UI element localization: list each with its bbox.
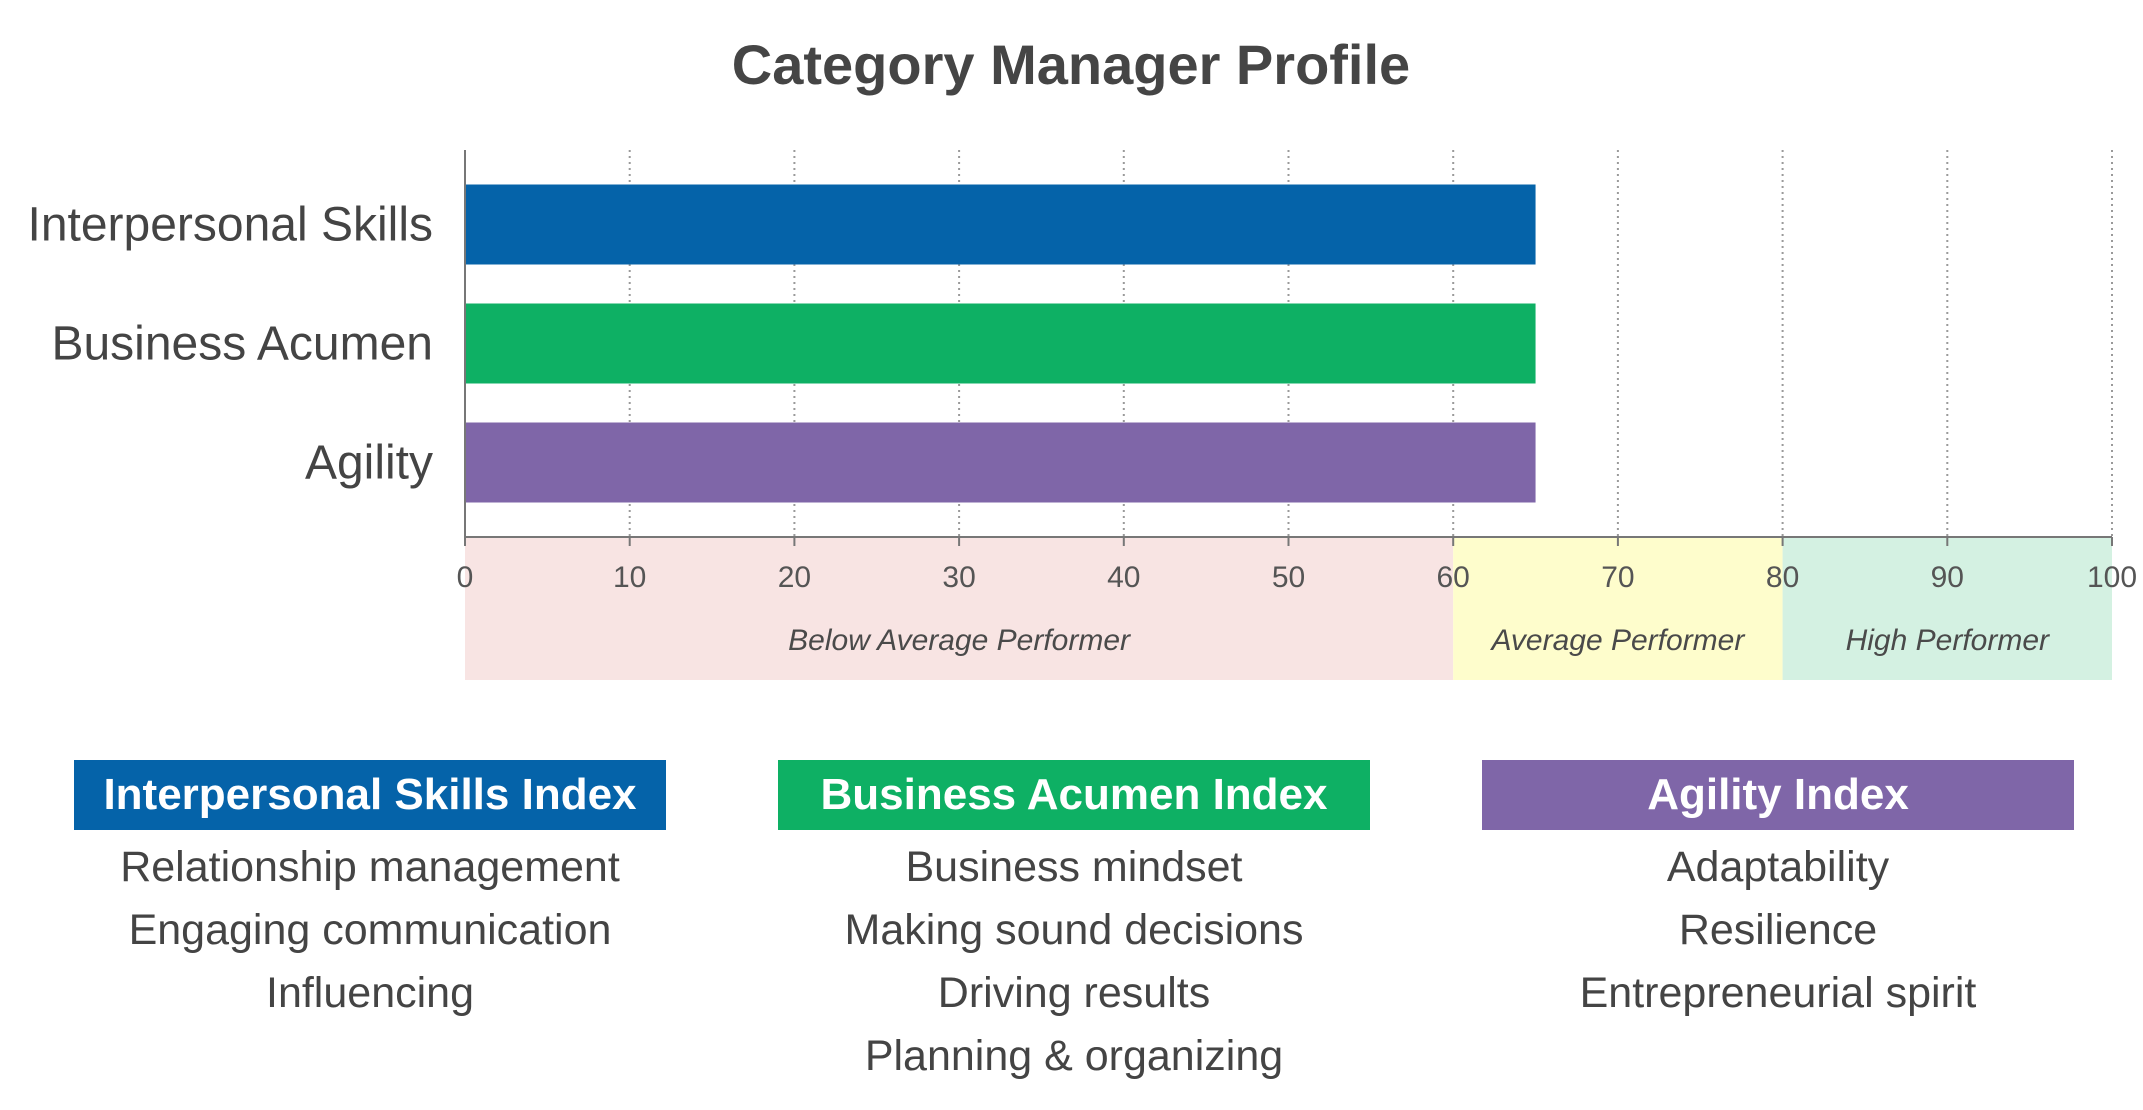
bars (465, 184, 1536, 503)
performance-bands: Below Average Performer Average Performer… (465, 537, 2112, 680)
category-label: Agility (305, 437, 433, 490)
legend-header: Business Acumen Index (778, 760, 1370, 830)
x-tick-label: 70 (1601, 561, 1634, 594)
chart-title: Category Manager Profile (732, 33, 1410, 96)
legend-item: Adaptability (1666, 843, 1890, 891)
band-label: High Performer (1846, 624, 2050, 657)
category-label: Interpersonal Skills (27, 199, 433, 252)
labels: Interpersonal Skills Business Acumen Agili… (27, 199, 433, 490)
band-background (1782, 537, 2112, 680)
bar (465, 422, 1536, 503)
x-tick-label: 30 (942, 561, 975, 594)
band-label: Average Performer (1489, 624, 1745, 657)
legend-item: Relationship management (120, 843, 620, 891)
band-label: Below Average Performer (788, 624, 1131, 657)
x-tick-label: 90 (1931, 561, 1964, 594)
legend-item: Making sound decisions (844, 906, 1304, 954)
x-tick-label: 0 (457, 561, 474, 594)
legend-item: Engaging communication (128, 906, 612, 954)
band-background (1453, 537, 1783, 680)
legend-agility: Agility Index Adaptability Resilience En… (1482, 760, 2074, 1025)
legend-item: Driving results (937, 969, 1211, 1017)
legend-items: Relationship management Engaging communi… (74, 836, 666, 1025)
legend-item: Resilience (1678, 906, 1878, 954)
legend-item: Entrepreneurial spirit (1579, 969, 1977, 1017)
legend-items: Adaptability Resilience Entrepreneurial … (1482, 836, 2074, 1025)
bar (465, 184, 1536, 265)
legend-interpersonal-skills: Interpersonal Skills Index Relationship … (74, 760, 666, 1025)
x-tick-label: 20 (778, 561, 811, 594)
x-tick-label: 10 (613, 561, 646, 594)
axes: 0 10 20 30 40 50 60 70 80 90 100 (457, 150, 2137, 594)
category-label: Business Acumen (51, 318, 433, 371)
x-tick-label: 40 (1107, 561, 1140, 594)
x-tick-label: 80 (1766, 561, 1799, 594)
legend-header: Interpersonal Skills Index (74, 760, 666, 830)
x-tick-label: 100 (2087, 561, 2137, 594)
legend-item: Business mindset (905, 843, 1243, 891)
legend-item: Planning & organizing (864, 1032, 1284, 1080)
legend-business-acumen: Business Acumen Index Business mindset M… (778, 760, 1370, 1088)
x-tick-label: 60 (1437, 561, 1470, 594)
legend-header: Agility Index (1482, 760, 2074, 830)
bar (465, 303, 1536, 384)
legend-item: Influencing (266, 969, 474, 1017)
legend-items: Business mindset Making sound decisions … (778, 836, 1370, 1088)
band-background (465, 537, 1454, 680)
x-tick-label: 50 (1272, 561, 1305, 594)
